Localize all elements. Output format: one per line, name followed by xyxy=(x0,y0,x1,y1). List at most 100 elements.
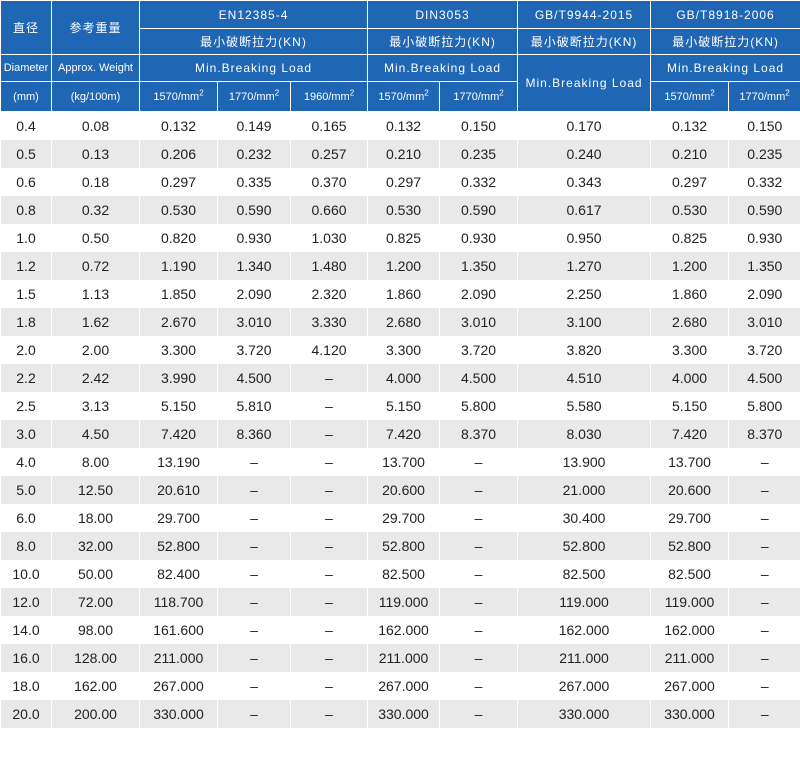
table-row: 5.0 12.50 20.610– –20.600–21.000 20.600– xyxy=(0,476,800,504)
cell-din3053-1570: 162.000 xyxy=(367,616,440,644)
cell-en12385-1770: – xyxy=(217,672,291,700)
weight-en-header: Approx. Weight xyxy=(51,54,140,82)
cell-diameter: 0.4 xyxy=(0,111,52,140)
cell-weight: 200.00 xyxy=(51,700,140,728)
cell-gbt9944: 4.510 xyxy=(517,364,651,392)
cell-diameter: 6.0 xyxy=(0,504,52,532)
cell-en12385-1960: 2.320 xyxy=(289,280,368,308)
cell-gbt8918-1770: 1.350 xyxy=(728,252,800,280)
cell-din3053-1770: 1.350 xyxy=(439,252,518,280)
table-row: 12.0 72.00 118.700– –119.000–119.000 119.000… xyxy=(0,588,800,616)
cell-din3053-1770: 0.930 xyxy=(439,224,518,252)
cell-en12385-1960: – xyxy=(289,504,368,532)
header-row-load-en: Diameter Approx. Weight Min.Breaking Loa… xyxy=(0,54,800,112)
header-row-units: (mm) (kg/100m) 1570/mm2 1770/mm2 1960/mm… xyxy=(0,81,800,112)
cell-din3053-1770: – xyxy=(439,588,518,616)
cell-weight: 2.42 xyxy=(51,364,140,392)
cell-diameter: 0.6 xyxy=(0,168,52,196)
cell-en12385-1960: – xyxy=(289,392,368,420)
cell-din3053-1570: 52.800 xyxy=(367,532,440,560)
grade-header-en12385-1770: 1770/mm2 xyxy=(217,81,291,112)
cell-din3053-1570: 82.500 xyxy=(367,560,440,588)
cell-en12385-1570: 3.990 xyxy=(139,364,218,392)
table-row: 1.8 1.62 2.670 3.010 3.330 2.680 3.010 3.100 2.6… xyxy=(0,308,800,336)
cell-en12385-1570: 29.700 xyxy=(139,504,218,532)
cell-gbt8918-1570: 52.800 xyxy=(650,532,729,560)
cell-gbt8918-1770: – xyxy=(728,532,800,560)
load-en-header-din3053: Min.Breaking Load xyxy=(367,54,519,82)
cell-weight: 0.08 xyxy=(51,111,140,140)
cell-weight: 0.50 xyxy=(51,224,140,252)
cell-en12385-1770: – xyxy=(217,448,291,476)
cell-din3053-1570: 211.000 xyxy=(367,644,440,672)
table-row: 2.5 3.13 5.150 5.810–5.150 5.800 5.580 5.150 5.… xyxy=(0,392,800,420)
cell-gbt8918-1770: – xyxy=(728,588,800,616)
cell-gbt8918-1770: 0.332 xyxy=(728,168,800,196)
table-row: 14.0 98.00 161.600– –162.000–162.000 162.000… xyxy=(0,616,800,644)
cell-gbt8918-1570: 1.200 xyxy=(650,252,729,280)
cell-diameter: 2.2 xyxy=(0,364,52,392)
cell-gbt8918-1570: 20.600 xyxy=(650,476,729,504)
cell-gbt9944: 21.000 xyxy=(517,476,651,504)
cell-weight: 0.13 xyxy=(51,140,140,168)
cell-weight: 32.00 xyxy=(51,532,140,560)
cell-en12385-1960: – xyxy=(289,700,368,728)
cell-gbt9944: 52.800 xyxy=(517,532,651,560)
cell-en12385-1960: – xyxy=(289,420,368,448)
cell-gbt8918-1570: 4.000 xyxy=(650,364,729,392)
cell-din3053-1570: 2.680 xyxy=(367,308,440,336)
cell-gbt8918-1770: 4.500 xyxy=(728,364,800,392)
cell-en12385-1960: 0.165 xyxy=(289,111,368,140)
cell-en12385-1770: 1.340 xyxy=(217,252,291,280)
cell-din3053-1570: 0.210 xyxy=(367,140,440,168)
cell-en12385-1570: 0.206 xyxy=(139,140,218,168)
cell-gbt8918-1770: 0.930 xyxy=(728,224,800,252)
cell-gbt9944: 3.100 xyxy=(517,308,651,336)
cell-gbt8918-1570: 5.150 xyxy=(650,392,729,420)
cell-din3053-1770: 0.235 xyxy=(439,140,518,168)
cell-en12385-1960: – xyxy=(289,588,368,616)
diameter-en-header: Diameter xyxy=(0,54,52,82)
weight-unit-header: (kg/100m) xyxy=(51,81,140,112)
cell-en12385-1770: 4.500 xyxy=(217,364,291,392)
cell-gbt8918-1770: – xyxy=(728,644,800,672)
cell-gbt8918-1770: 3.720 xyxy=(728,336,800,364)
cell-gbt8918-1570: 119.000 xyxy=(650,588,729,616)
cell-diameter: 3.0 xyxy=(0,420,52,448)
cell-diameter: 1.0 xyxy=(0,224,52,252)
cell-en12385-1770: – xyxy=(217,644,291,672)
cell-din3053-1570: 0.825 xyxy=(367,224,440,252)
table-row: 6.0 18.00 29.700– –29.700–30.400 29.700– xyxy=(0,504,800,532)
cell-din3053-1770: – xyxy=(439,560,518,588)
cell-gbt8918-1770: – xyxy=(728,560,800,588)
grade-header-din3053-1770: 1770/mm2 xyxy=(439,81,519,112)
cell-weight: 1.62 xyxy=(51,308,140,336)
diameter-cn-header: 直径 xyxy=(0,0,52,55)
table-row: 0.4 0.08 0.132 0.149 0.165 0.132 0.150 0.170 0.1… xyxy=(0,111,800,140)
cell-din3053-1570: 0.530 xyxy=(367,196,440,224)
cell-diameter: 8.0 xyxy=(0,532,52,560)
cell-gbt8918-1770: – xyxy=(728,476,800,504)
load-cn-header-gbt9944: 最小破断拉力(KN) xyxy=(517,28,652,55)
load-cn-header-en12385: 最小破断拉力(KN) xyxy=(138,28,369,55)
cell-en12385-1960: – xyxy=(289,672,368,700)
cell-din3053-1770: 4.500 xyxy=(439,364,518,392)
cell-en12385-1570: 13.190 xyxy=(139,448,218,476)
cell-gbt9944: 211.000 xyxy=(517,644,651,672)
cell-en12385-1770: 3.010 xyxy=(217,308,291,336)
cell-gbt9944: 0.170 xyxy=(517,111,651,140)
cell-en12385-1960: – xyxy=(289,448,368,476)
cell-din3053-1770: 3.720 xyxy=(439,336,518,364)
cell-en12385-1770: – xyxy=(217,532,291,560)
cell-en12385-1570: 0.820 xyxy=(139,224,218,252)
cell-gbt9944: 5.580 xyxy=(517,392,651,420)
cell-en12385-1770: 0.149 xyxy=(217,111,291,140)
cell-din3053-1770: – xyxy=(439,448,518,476)
cell-gbt8918-1770: 3.010 xyxy=(728,308,800,336)
cell-en12385-1960: – xyxy=(289,364,368,392)
cell-din3053-1570: 1.200 xyxy=(367,252,440,280)
cell-gbt8918-1770: – xyxy=(728,616,800,644)
cell-din3053-1570: 0.132 xyxy=(367,111,440,140)
table-row: 20.0 200.00 330.000– –330.000–330.000 330.00… xyxy=(0,700,800,728)
table-row: 0.5 0.13 0.206 0.232 0.257 0.210 0.235 0.240 0.2… xyxy=(0,140,800,168)
